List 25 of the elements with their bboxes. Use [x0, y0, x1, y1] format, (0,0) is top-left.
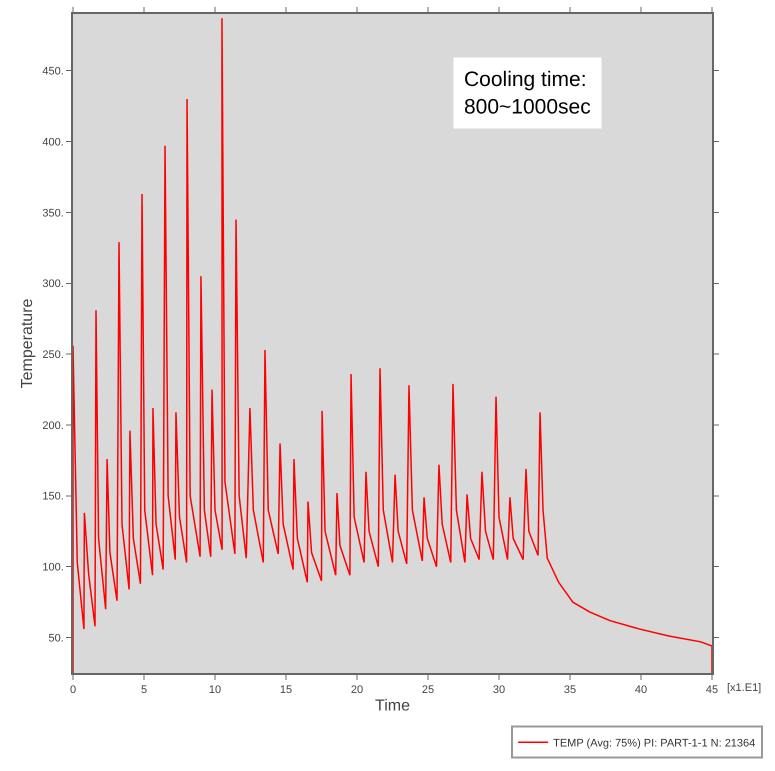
x-tick-label: 5 [140, 684, 148, 696]
x-tick-label: 15 [280, 684, 292, 696]
x-tick-label: 30 [492, 684, 506, 696]
y-tick-label: 350. [42, 207, 64, 220]
x-axis-title: Time [375, 697, 410, 714]
legend-label: TEMP (Avg: 75%) PI: PART-1-1 N: 21364 [553, 738, 756, 750]
y-tick-label: 50. [48, 632, 64, 644]
annotation: Cooling time: 800~1000sec [464, 68, 591, 118]
y-tick-label: 300. [42, 278, 64, 290]
x-tick-label: 10 [208, 684, 222, 696]
y-tick-label: 100. [42, 562, 64, 574]
y-tick-label: 200. [42, 420, 64, 432]
text: [x1.E1] [727, 682, 762, 694]
y-tick-label: 250. [42, 348, 64, 361]
x-tick-label: 40 [634, 684, 648, 696]
x-tick-label: 45 [706, 684, 718, 696]
x-tick-label: 35 [564, 684, 576, 696]
line-series [73, 18, 712, 673]
y-tick-label: 150. [42, 490, 64, 503]
y-tick-label: 450. [42, 66, 64, 78]
x-tick-label: 25 [422, 684, 434, 696]
y-axis-title: Temperature [18, 298, 36, 388]
y-tick-label: 400. [42, 136, 64, 148]
x-tick-label: 0 [70, 684, 76, 696]
x-tick-label: 20 [350, 684, 364, 696]
